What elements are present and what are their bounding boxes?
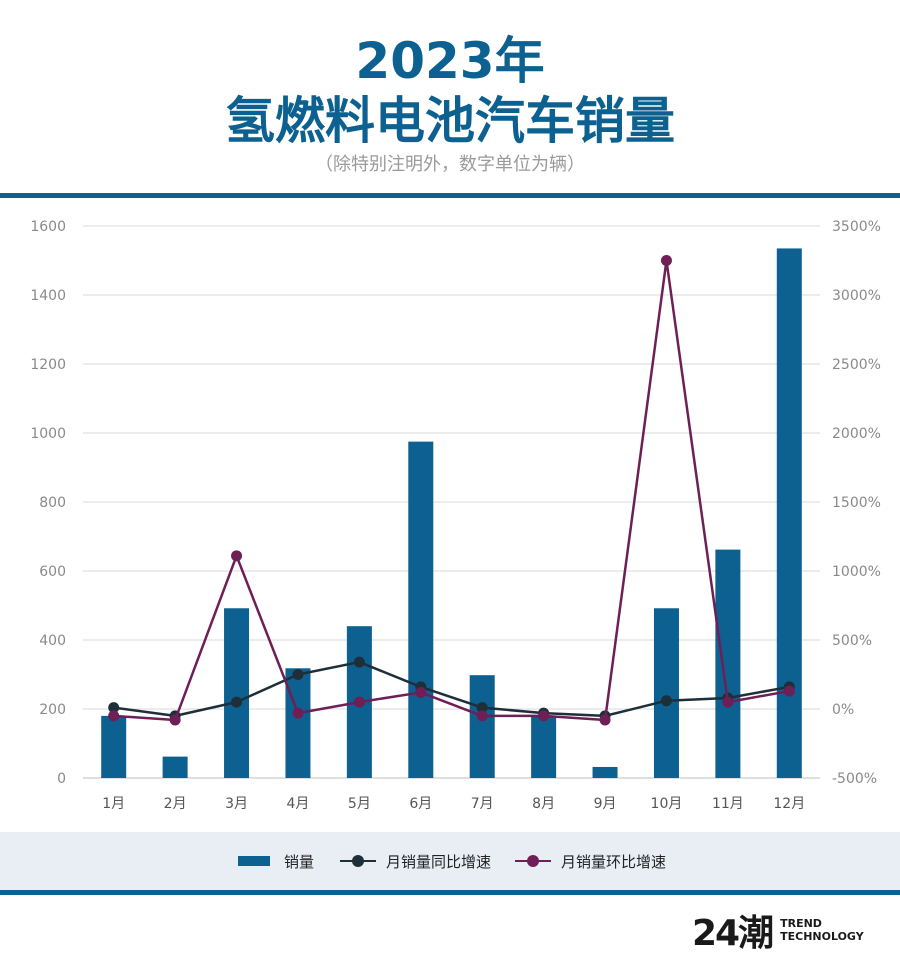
bar-sales xyxy=(224,608,250,778)
x-tick-label: 10月 xyxy=(651,796,683,812)
bar-sales xyxy=(285,668,311,778)
y-left-tick-label: 1000 xyxy=(30,426,66,442)
x-tick-label: 8月 xyxy=(532,796,555,812)
point-mom xyxy=(476,710,488,722)
x-tick-label: 7月 xyxy=(471,796,494,812)
y-right-tick-label: 500% xyxy=(832,633,872,649)
chart-canvas: 0 200 400 600 800 1000 1200 1400 1600 -500% 0% 500%… xyxy=(30,219,881,812)
x-tick-label: 9月 xyxy=(594,796,617,812)
y-left-tick-label: 800 xyxy=(39,495,66,511)
chart-subtitle: （除特别注明外，数字单位为辆） xyxy=(315,154,585,175)
bar-sales xyxy=(776,248,802,779)
legend-label-sales: 销量 xyxy=(284,852,315,871)
y-right-tick-label: 1500% xyxy=(832,495,881,511)
point-mom xyxy=(660,255,672,266)
point-mom xyxy=(231,550,243,562)
point-yoy xyxy=(660,695,672,707)
bar-sales xyxy=(408,441,434,778)
y-right-tick-label: 2000% xyxy=(832,426,881,442)
logo-word-1: TREND xyxy=(780,917,822,930)
bar-sales xyxy=(469,675,495,778)
bar-sales xyxy=(531,715,557,778)
x-tick-label: 6月 xyxy=(409,796,432,812)
y-right-tick-label: 0% xyxy=(832,702,854,718)
legend-item-yoy: 月销量同比增速 xyxy=(340,832,491,890)
brand-logo: 24潮 TREND TECHNOLOGY xyxy=(692,910,864,954)
y-right-tick-label: 3500% xyxy=(832,219,881,235)
point-mom xyxy=(783,685,795,697)
x-tick-label: 11月 xyxy=(712,796,744,812)
y-left-tick-label: 0 xyxy=(57,771,66,787)
y-right-tick-label: 3000% xyxy=(832,288,881,304)
x-tick-label: 2月 xyxy=(164,796,187,812)
y-left-tick-label: 1200 xyxy=(30,357,66,373)
point-mom xyxy=(538,710,550,722)
legend: 销量 月销量同比增速 月销量环比增速 xyxy=(0,832,900,890)
bar-sales xyxy=(162,756,188,778)
bar-sales xyxy=(715,549,741,778)
point-yoy xyxy=(231,696,243,708)
y-left-tick-label: 200 xyxy=(39,702,66,718)
point-mom xyxy=(599,714,611,726)
y-left-tick-label: 1400 xyxy=(30,288,66,304)
bar-sales xyxy=(592,766,618,778)
y-left-tick-label: 1600 xyxy=(30,219,66,235)
bottom-rule xyxy=(0,890,900,895)
legend-swatch-yoy xyxy=(340,854,376,868)
point-mom xyxy=(292,707,304,719)
top-rule xyxy=(0,193,900,198)
legend-item-sales: 销量 xyxy=(238,832,314,890)
y-left-tick-label: 400 xyxy=(39,633,66,649)
point-mom xyxy=(722,696,734,708)
point-yoy xyxy=(292,669,304,680)
y-left-tick-label: 600 xyxy=(39,564,66,580)
point-mom xyxy=(108,710,120,722)
line-yoy xyxy=(113,660,790,718)
point-mom xyxy=(415,686,427,698)
x-tick-label: 3月 xyxy=(225,796,248,812)
bar-sales xyxy=(101,715,127,778)
chart-title-line1: 2023年 xyxy=(355,32,545,90)
legend-label-yoy: 月销量同比增速 xyxy=(386,852,492,871)
point-mom xyxy=(169,714,181,726)
line-mom xyxy=(113,259,790,722)
chart-title-line2: 氢燃料电池汽车销量 xyxy=(225,92,675,150)
legend-swatch-bar xyxy=(238,856,270,866)
y-right-tick-label: 1000% xyxy=(832,564,881,580)
point-yoy xyxy=(108,702,120,714)
y-right-tick-label: -500% xyxy=(832,771,877,787)
logo-words: TREND TECHNOLOGY xyxy=(780,917,864,943)
point-yoy xyxy=(476,702,488,714)
bar-sales xyxy=(653,608,679,778)
logo-mark: 24潮 xyxy=(692,913,774,954)
logo-word-2: TECHNOLOGY xyxy=(780,930,864,943)
x-tick-label: 4月 xyxy=(286,796,309,812)
x-tick-label: 5月 xyxy=(348,796,371,812)
legend-swatch-mom xyxy=(515,854,551,868)
point-mom xyxy=(353,696,365,708)
legend-item-mom: 月销量环比增速 xyxy=(515,832,666,890)
legend-label-mom: 月销量环比增速 xyxy=(561,852,667,871)
x-tick-label: 1月 xyxy=(102,796,125,812)
point-yoy xyxy=(353,656,365,668)
y-right-tick-label: 2500% xyxy=(832,357,881,373)
x-tick-label: 12月 xyxy=(773,796,805,812)
